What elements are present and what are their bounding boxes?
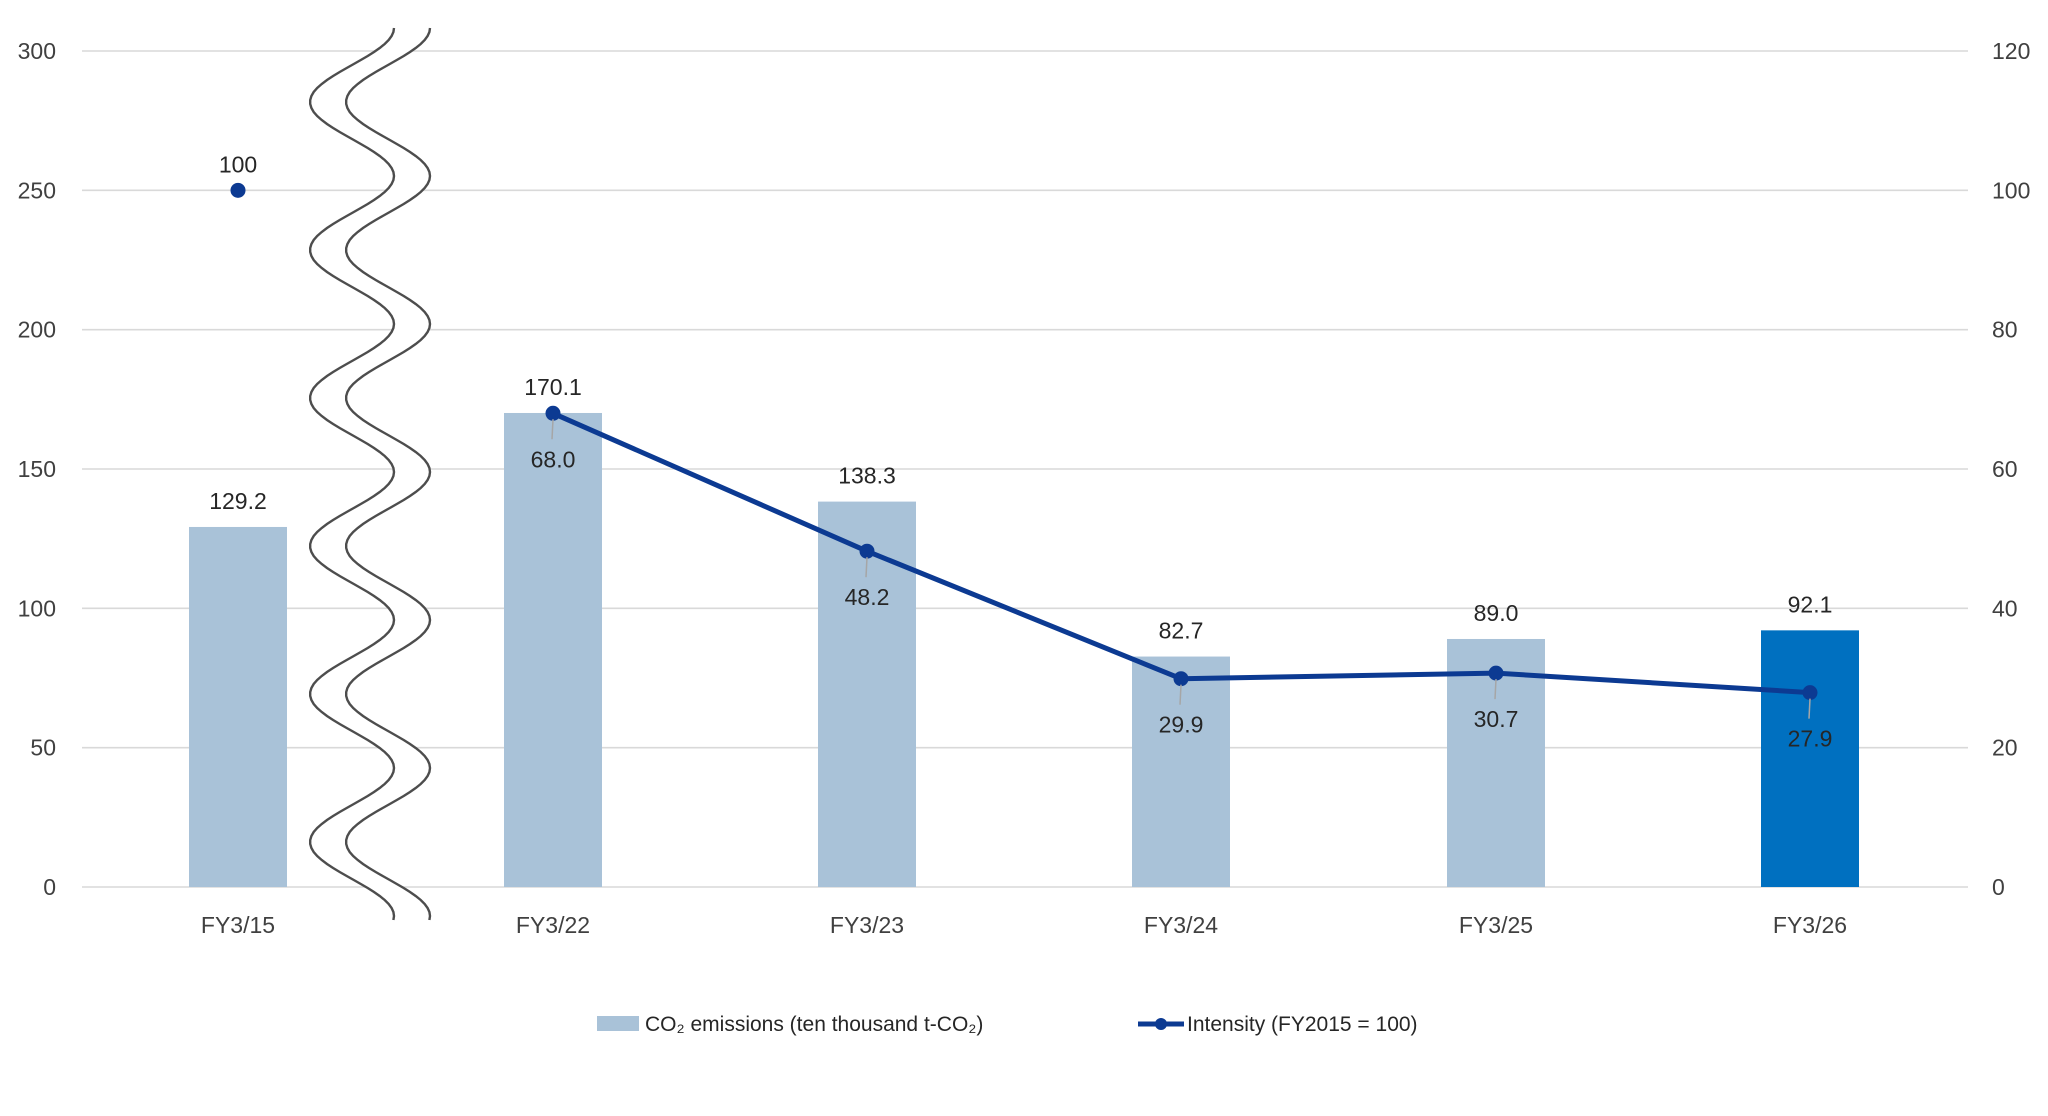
y-left-tick-label: 250 xyxy=(18,177,56,203)
line-point xyxy=(545,405,561,421)
x-tick-label: FY3/25 xyxy=(1459,912,1533,938)
y-left-tick-label: 50 xyxy=(30,735,56,761)
y-right-tick-label: 60 xyxy=(1992,456,2018,482)
legend-label-intensity: Intensity (FY2015 = 100) xyxy=(1187,1013,1418,1036)
bar-data-label: 129.2 xyxy=(209,488,267,514)
axis-ticks: 0 0 50 20 100 40 150 60 200 80 250 100 300 120 FY3/15 F… xyxy=(18,38,2031,938)
y-left-tick-label: 150 xyxy=(18,456,56,482)
x-tick-label: FY3/22 xyxy=(516,912,590,938)
x-tick-label: FY3/26 xyxy=(1773,912,1847,938)
y-left-tick-label: 200 xyxy=(18,317,56,343)
bar-data-label: 82.7 xyxy=(1159,618,1204,644)
label-leader-line xyxy=(1808,698,1811,719)
series-line-intensity xyxy=(551,411,1811,696)
legend: CO₂ emissions (ten thousand t-CO₂) Intens… xyxy=(597,1013,1418,1036)
bar-data-label: 89.0 xyxy=(1474,600,1519,626)
line-data-label: 27.9 xyxy=(1788,726,1833,752)
label-leader-line xyxy=(865,557,868,578)
bar-data-label: 92.1 xyxy=(1788,591,1833,617)
y-left-tick-label: 100 xyxy=(18,595,56,621)
x-tick-label: FY3/23 xyxy=(830,912,904,938)
y-right-tick-label: 120 xyxy=(1992,38,2030,64)
line-point xyxy=(1488,665,1504,681)
y-left-tick-label: 300 xyxy=(18,38,56,64)
x-tick-label: FY3/15 xyxy=(201,912,275,938)
y-right-tick-label: 100 xyxy=(1992,177,2030,203)
axis-break-fill xyxy=(310,28,430,920)
legend-swatch-co2 xyxy=(597,1016,639,1031)
bar xyxy=(504,412,602,887)
bar-data-label: 170.1 xyxy=(524,374,582,400)
line-point xyxy=(230,182,246,198)
axis-break-line xyxy=(309,27,396,921)
y-right-tick-label: 40 xyxy=(1992,595,2018,621)
line-data-label: 48.2 xyxy=(845,584,890,610)
y-right-tick-label: 0 xyxy=(1992,874,2005,900)
legend-label-co2: CO₂ emissions (ten thousand t-CO₂) xyxy=(645,1013,983,1036)
y-right-tick-label: 20 xyxy=(1992,735,2018,761)
bar-data-label: 138.3 xyxy=(838,463,896,489)
label-leader-line xyxy=(1494,679,1497,700)
label-leader-line xyxy=(551,419,554,440)
x-tick-label: FY3/24 xyxy=(1144,912,1218,938)
bar xyxy=(1761,630,1859,887)
y-left-tick-label: 0 xyxy=(43,874,56,900)
data-labels: 129.2 170.1 138.3 82.7 89.0 92.1 100 68.0 48.2 29… xyxy=(209,151,1832,751)
gridlines xyxy=(82,50,1968,888)
label-leader-line xyxy=(1179,684,1182,705)
line-data-label: 68.0 xyxy=(531,446,576,472)
line-series xyxy=(230,182,1818,719)
bar-series xyxy=(189,412,1859,887)
line-data-label: 100 xyxy=(219,151,257,177)
axis-break-line xyxy=(345,27,432,921)
y-right-tick-label: 80 xyxy=(1992,317,2018,343)
line-point xyxy=(1173,671,1189,687)
legend-marker-intensity xyxy=(1155,1018,1167,1030)
line-point xyxy=(1802,685,1818,701)
line-data-label: 30.7 xyxy=(1474,706,1519,732)
axis-break xyxy=(309,27,432,921)
bar xyxy=(189,526,287,887)
line-point xyxy=(859,543,875,559)
line-data-label: 29.9 xyxy=(1159,712,1204,738)
